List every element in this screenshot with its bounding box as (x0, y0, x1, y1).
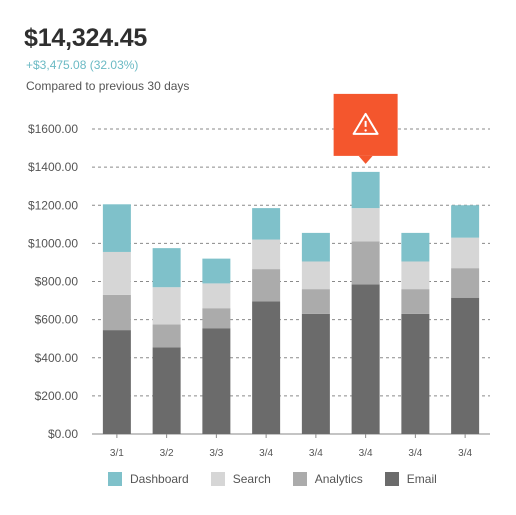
bar-search (202, 283, 231, 309)
y-tick-label: $200.00 (35, 389, 79, 403)
y-tick-label: $1200.00 (28, 198, 78, 212)
compare-caption: Compared to previous 30 days (26, 79, 190, 93)
y-tick-label: $1600.00 (28, 122, 78, 136)
x-tick-label: 3/1 (110, 448, 124, 459)
bar-dashboard (102, 204, 131, 252)
bar-email (351, 284, 380, 434)
bar-email (102, 330, 131, 434)
bar-analytics (401, 289, 430, 314)
legend-swatch-dashboard (108, 472, 122, 486)
legend-item-analytics[interactable]: Analytics (292, 472, 363, 486)
legend-label-analytics: Analytics (314, 472, 363, 486)
x-tick-label: 3/4 (408, 448, 422, 459)
bar-analytics (102, 294, 131, 331)
x-tick-label: 3/4 (259, 448, 273, 459)
legend-item-search[interactable]: Search (210, 472, 271, 486)
chart-legend: Dashboard Search Analytics Email (108, 472, 437, 486)
y-tick-label: $1000.00 (28, 236, 78, 250)
x-tick-label: 3/3 (209, 448, 223, 459)
bar-search (451, 237, 480, 269)
bar-email (252, 301, 281, 434)
y-tick-label: $800.00 (35, 275, 79, 289)
bar-dashboard (252, 208, 281, 240)
legend-label-email: Email (406, 472, 437, 486)
y-tick-label: $600.00 (35, 313, 79, 327)
legend-item-email[interactable]: Email (384, 472, 437, 486)
bar-dashboard (451, 205, 480, 238)
bar-dashboard (152, 248, 181, 288)
x-tick-label: 3/4 (309, 448, 323, 459)
bar-search (401, 261, 430, 290)
legend-swatch-email (384, 472, 399, 486)
legend-swatch-search (210, 472, 225, 486)
y-tick-label: $0.00 (48, 427, 78, 441)
bar-dashboard (202, 258, 231, 284)
bar-email (152, 347, 181, 434)
bar-email (401, 313, 430, 434)
x-tick-label: 3/4 (458, 448, 472, 459)
x-tick-label: 3/2 (160, 448, 174, 459)
warning-callout[interactable] (333, 93, 398, 164)
bar-email (202, 328, 231, 434)
warning-callout-pointer (358, 155, 373, 164)
change-amount: +$3,475.08 (32.03%) (26, 58, 139, 72)
bar-email (301, 313, 330, 434)
legend-label-dashboard: Dashboard (130, 472, 189, 486)
warning-icon (352, 112, 379, 135)
stacked-bar-chart: $0.00 $200.00 $400.00 $600.00 $800.00 $1000.0… (28, 93, 490, 459)
legend-swatch-analytics (292, 472, 307, 486)
bar-analytics (301, 289, 330, 314)
bar-search (252, 239, 281, 270)
bar-analytics (152, 324, 181, 348)
bar-search (301, 261, 330, 290)
bar-search (102, 251, 131, 295)
legend-label-search: Search (232, 472, 271, 486)
warning-icon-dot (364, 129, 367, 132)
bar-dashboard (401, 232, 430, 262)
bar-dashboard (351, 171, 380, 209)
bar-analytics (451, 268, 480, 298)
bar-search (152, 287, 181, 325)
total-amount: $14,324.45 (24, 24, 148, 52)
bar-analytics (252, 269, 281, 302)
y-tick-label: $1400.00 (28, 160, 78, 174)
legend-item-dashboard[interactable]: Dashboard (108, 472, 189, 486)
bar-email (451, 297, 480, 434)
y-tick-label: $400.00 (35, 351, 79, 365)
bar-analytics (351, 241, 380, 285)
bar-analytics (202, 308, 231, 329)
bar-dashboard (301, 232, 330, 262)
bar-search (351, 208, 380, 242)
x-tick-label: 3/4 (359, 448, 373, 459)
